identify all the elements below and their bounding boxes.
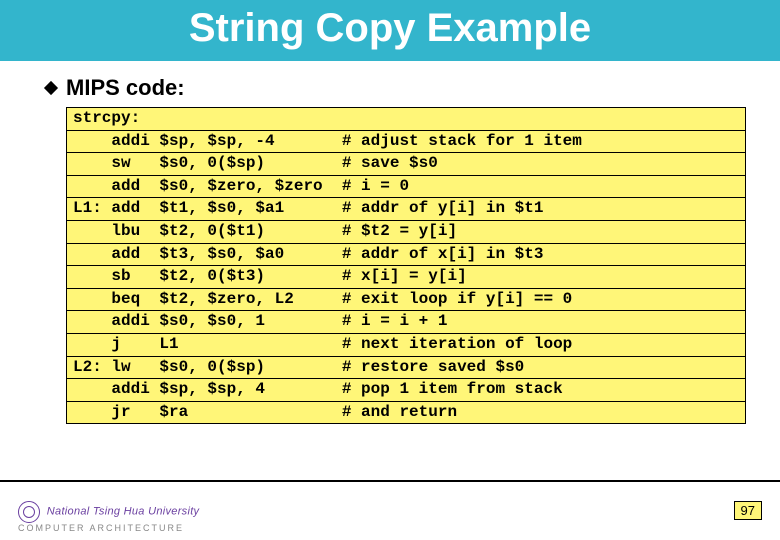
code-line: sb $t2, 0($t3) # x[i] = y[i]: [67, 266, 745, 289]
code-line: L2: lw $s0, 0($sp) # restore saved $s0: [67, 357, 745, 380]
code-line: addi $sp, $sp, -4 # adjust stack for 1 i…: [67, 131, 745, 154]
code-line: jr $ra # and return: [67, 402, 745, 424]
department-name: COMPUTER ARCHITECTURE: [18, 524, 199, 534]
footer: National Tsing Hua University COMPUTER A…: [0, 480, 780, 540]
content-area: MIPS code: strcpy: addi $sp, $sp, -4 # a…: [0, 61, 780, 424]
code-line: addi $s0, $s0, 1 # i = i + 1: [67, 311, 745, 334]
slide-title-bar: String Copy Example: [0, 0, 780, 61]
slide-title: String Copy Example: [189, 6, 591, 50]
page-number: 97: [734, 501, 762, 520]
code-line: lbu $t2, 0($t1) # $t2 = y[i]: [67, 221, 745, 244]
code-line: j L1 # next iteration of loop: [67, 334, 745, 357]
footer-logo: National Tsing Hua University COMPUTER A…: [18, 501, 199, 534]
university-emblem-icon: [18, 501, 40, 523]
bullet-diamond-icon: [44, 81, 58, 95]
code-block: strcpy: addi $sp, $sp, -4 # adjust stack…: [66, 107, 746, 424]
subtitle-text: MIPS code:: [66, 75, 185, 101]
code-line: add $t3, $s0, $a0 # addr of x[i] in $t3: [67, 244, 745, 267]
subtitle-row: MIPS code:: [40, 75, 740, 101]
code-line: addi $sp, $sp, 4 # pop 1 item from stack: [67, 379, 745, 402]
code-line: strcpy:: [67, 108, 745, 131]
university-name: National Tsing Hua University: [47, 506, 200, 518]
code-line: L1: add $t1, $s0, $a1 # addr of y[i] in …: [67, 198, 745, 221]
code-line: sw $s0, 0($sp) # save $s0: [67, 153, 745, 176]
code-line: beq $t2, $zero, L2 # exit loop if y[i] =…: [67, 289, 745, 312]
code-line: add $s0, $zero, $zero # i = 0: [67, 176, 745, 199]
